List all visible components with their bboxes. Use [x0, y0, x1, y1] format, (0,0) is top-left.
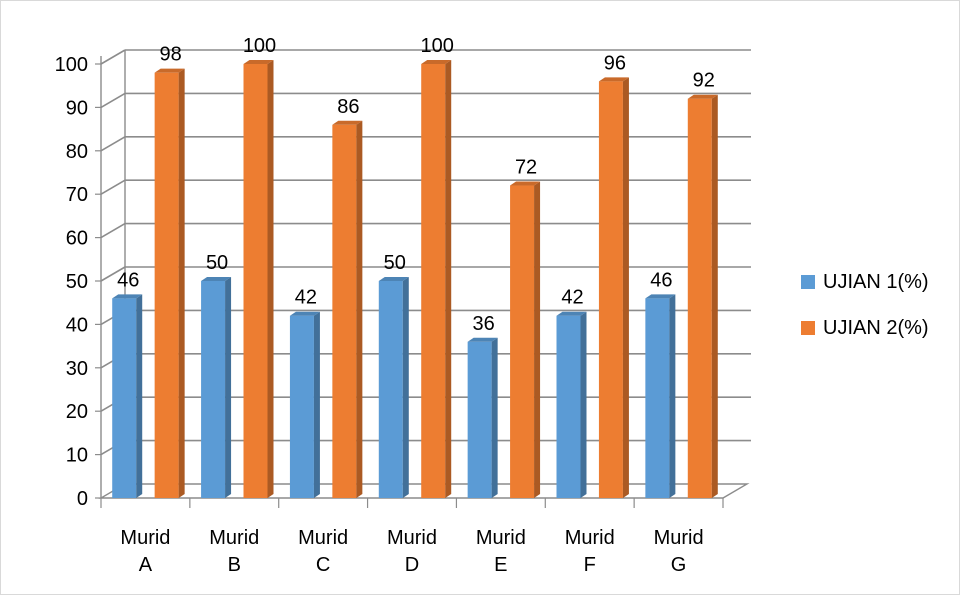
bar	[510, 185, 535, 498]
data-label: 100	[243, 35, 276, 57]
x-tick-label: D	[405, 554, 419, 576]
y-tick-label: 0	[77, 488, 88, 510]
bar-side	[225, 277, 232, 498]
bar-top	[421, 60, 452, 64]
data-label: 100	[421, 35, 454, 57]
data-label: 92	[693, 70, 715, 92]
x-tick-label: F	[584, 554, 596, 576]
data-label: 72	[515, 157, 537, 179]
bar	[112, 298, 137, 498]
bar	[467, 341, 492, 498]
x-tick-label: Murid	[565, 527, 615, 549]
x-tick-label: Murid	[209, 527, 259, 549]
gridline-diagonal	[100, 49, 126, 65]
legend: UJIAN 1(%) UJIAN 2(%)	[801, 271, 929, 339]
bar-side	[402, 277, 409, 498]
x-tick-label: Murid	[298, 527, 348, 549]
bar-top	[510, 181, 541, 186]
bar-top	[467, 337, 498, 342]
data-label: 42	[295, 287, 317, 309]
bar	[598, 81, 623, 499]
bar-side	[669, 294, 676, 498]
gridline-diagonal	[100, 179, 126, 195]
y-axis-tick-labels: 0 10 20 30 40 50 60 70 80 90 100	[55, 54, 88, 510]
bar-top	[598, 77, 629, 82]
bar-top	[154, 68, 185, 73]
bar-top	[289, 311, 320, 316]
bar	[289, 315, 314, 498]
bar	[201, 281, 226, 498]
legend-swatch	[801, 321, 815, 335]
y-tick-label: 80	[66, 141, 88, 163]
gridline-diagonal	[100, 92, 126, 109]
x-tick-label: Murid	[654, 527, 704, 549]
bar-top	[201, 277, 232, 281]
x-tick-label: B	[228, 554, 241, 576]
legend-swatch	[801, 275, 815, 289]
y-tick-label: 50	[66, 271, 88, 293]
bar-side	[445, 60, 452, 498]
bar-side	[267, 60, 274, 498]
bar-top	[112, 294, 143, 299]
data-label: 36	[473, 313, 495, 335]
data-label: 50	[206, 252, 228, 274]
bar	[645, 298, 670, 498]
gridline-diagonal	[100, 136, 126, 152]
bar-top	[645, 294, 676, 299]
bar-side	[580, 311, 587, 498]
bar-side	[313, 311, 320, 498]
x-tick-label: E	[494, 554, 507, 576]
bar-top	[687, 94, 718, 99]
x-axis-tick-labels: Murid A Murid B Murid C Murid D Murid E Murid F Muri…	[120, 527, 703, 576]
bar-side	[534, 181, 541, 498]
y-tick-label: 40	[66, 314, 88, 336]
x-tick-label: Murid	[476, 527, 526, 549]
gridline-diagonal	[100, 266, 126, 282]
bar-top	[378, 277, 409, 281]
bar-top	[243, 60, 274, 64]
data-label: 46	[117, 269, 139, 291]
data-label: 98	[160, 44, 182, 66]
y-tick-label: 100	[55, 54, 88, 76]
bar	[556, 315, 581, 498]
bar	[378, 281, 403, 498]
bar-top	[556, 311, 587, 316]
y-tick-label: 90	[66, 97, 88, 119]
x-tick-label: A	[139, 554, 153, 576]
bar-side	[178, 68, 185, 499]
x-tick-label: C	[316, 554, 330, 576]
bar-side	[491, 337, 498, 498]
data-label: 42	[561, 287, 583, 309]
gridline-diagonal	[100, 222, 126, 239]
bar-side	[622, 77, 629, 499]
bar	[154, 72, 179, 499]
bar-side	[711, 94, 718, 498]
bar-top	[332, 120, 363, 125]
bars	[112, 60, 718, 499]
data-labels: 46 98 50 100 42 86 50 100 36 72 42 96 46 92	[117, 35, 715, 335]
y-tick-label: 20	[66, 401, 88, 423]
y-tick-label: 60	[66, 228, 88, 250]
bar	[687, 98, 712, 498]
y-tick-label: 10	[66, 445, 88, 467]
x-tick-label: Murid	[120, 527, 170, 549]
data-label: 50	[384, 252, 406, 274]
bar-side	[136, 294, 143, 498]
data-label: 46	[650, 269, 672, 291]
data-label: 86	[337, 96, 359, 118]
legend-label: UJIAN 2(%)	[823, 317, 929, 339]
bar	[332, 124, 357, 498]
x-tick-label: G	[671, 554, 687, 576]
bar-side	[356, 120, 363, 498]
legend-label: UJIAN 1(%)	[823, 271, 929, 293]
data-label: 96	[604, 52, 626, 74]
y-tick-label: 30	[66, 358, 88, 380]
bar	[421, 64, 446, 498]
x-tick-label: Murid	[387, 527, 437, 549]
bar	[243, 64, 268, 498]
y-tick-label: 70	[66, 184, 88, 206]
